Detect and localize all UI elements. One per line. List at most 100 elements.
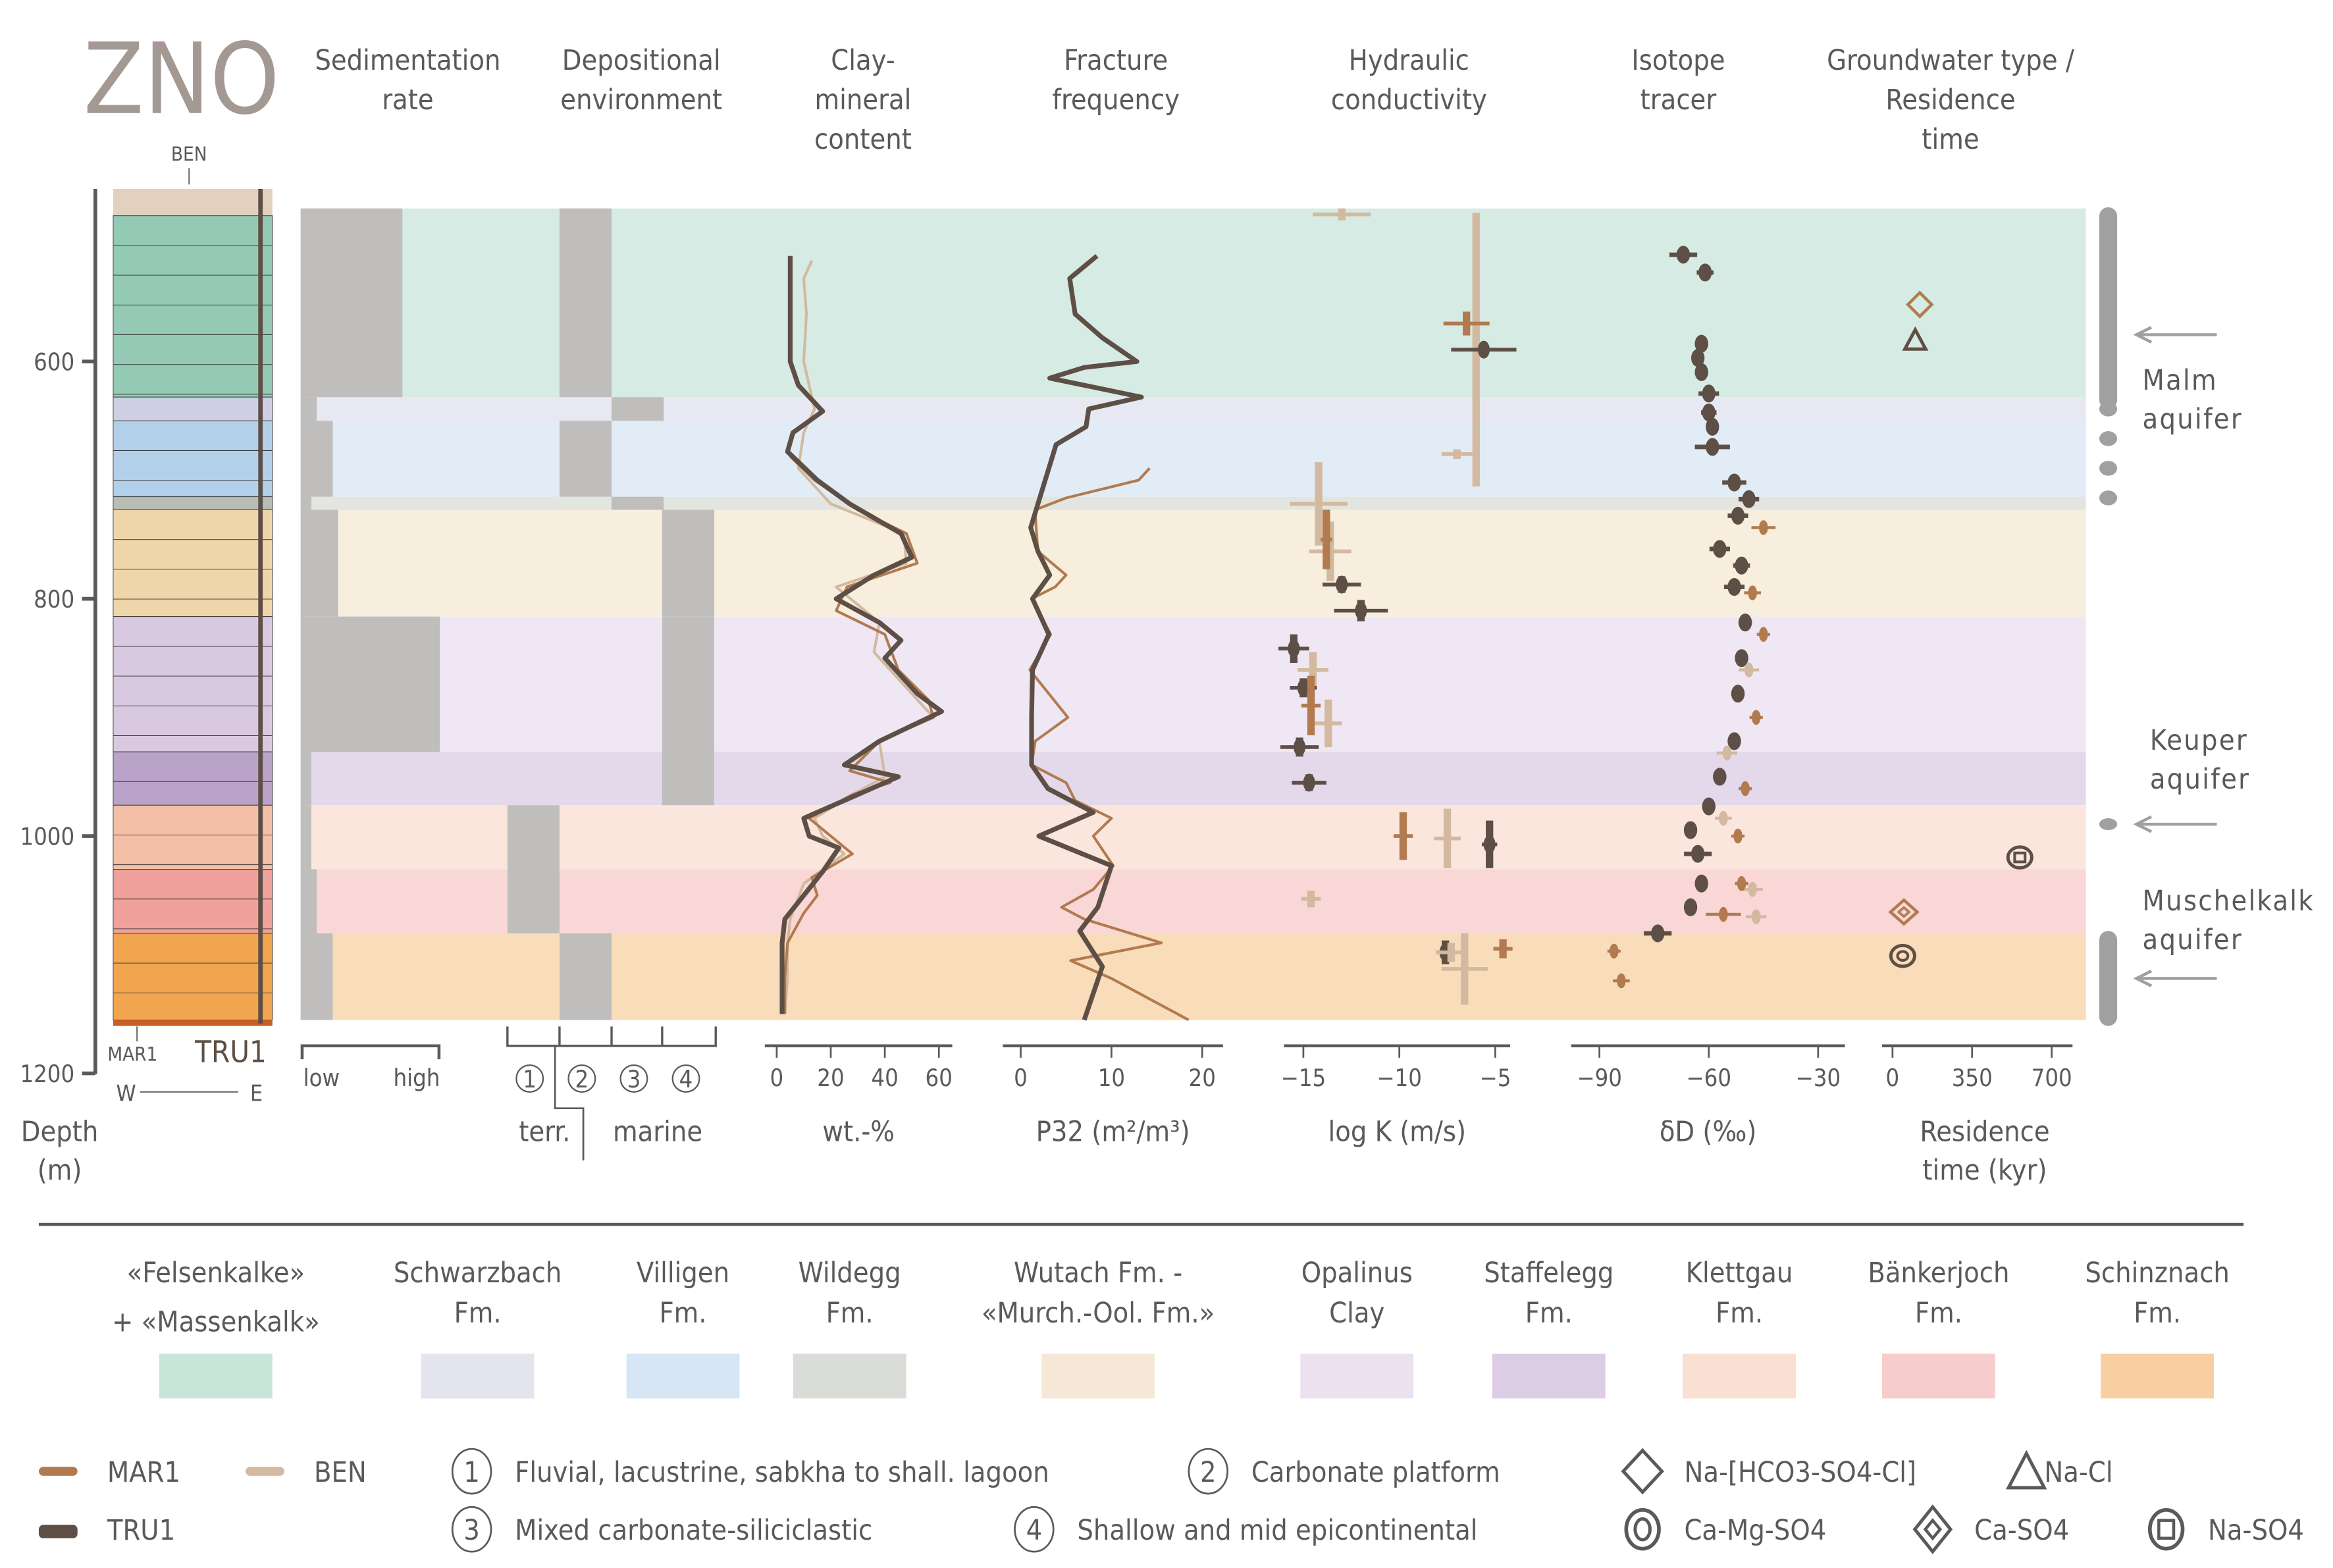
well-legend-swatch: [38, 1525, 78, 1538]
water-type-legend-label: Na-Cl: [2044, 1456, 2112, 1489]
sed-rate-bar: [300, 933, 333, 1020]
iso-point: [1713, 540, 1727, 558]
iso-point: [1683, 898, 1698, 916]
water-type-legend-diamond: [1621, 1448, 1664, 1495]
formation-legend-label: Fm.: [1716, 1297, 1763, 1330]
profile-lines: [779, 253, 1190, 1022]
sed-rate-bar: [300, 616, 440, 752]
dep-env-bar: [559, 933, 612, 1020]
diamond-icon: [1621, 1448, 1664, 1495]
hk-point: [1483, 835, 1496, 854]
legend: «Felsenkalke» + «Massenkalk» Schwarzbach Fm…: [38, 1257, 2304, 1555]
environment-label: Fluvial, lacustrine, sabkha to shall. la…: [515, 1456, 1049, 1489]
well-legend-label: TRU1: [107, 1514, 175, 1547]
environment-number-circle: [1188, 1448, 1229, 1495]
environment-number: 1: [463, 1456, 480, 1489]
sed-rate-bar: [300, 208, 403, 398]
circle-square-inner: [2157, 1519, 2176, 1540]
formation-legend-label: Clay: [1329, 1297, 1384, 1330]
dep-env-number: 2: [575, 1065, 589, 1093]
sed-rate-bar: [300, 397, 317, 421]
terr-label: terr.: [519, 1115, 570, 1148]
column-header-clay: mineral: [815, 84, 912, 117]
formation-legend-swatch: [1041, 1353, 1155, 1399]
dep-env-bar: [559, 421, 612, 497]
hk-point: [1288, 639, 1300, 658]
iso-point: [1751, 909, 1761, 924]
iso-point: [1751, 710, 1761, 725]
terr-marine-divider: [554, 1045, 585, 1161]
dep-env-number-circle: [671, 1064, 700, 1093]
formation-band: [300, 805, 2086, 870]
environment-label: Shallow and mid epicontinental: [1077, 1514, 1477, 1547]
frac-tick-label: 0: [1014, 1064, 1028, 1092]
hk-point: [1355, 602, 1367, 620]
iso-point: [1737, 875, 1746, 891]
iso-point: [1713, 768, 1727, 786]
dep-env-bar: [559, 208, 612, 398]
aquifer-interval-bar: [2099, 931, 2118, 1026]
column-header-iso: Isotope: [1631, 44, 1725, 77]
iso-point: [1694, 363, 1708, 381]
hydraulic-conductivity-points: [1278, 208, 1517, 1005]
clay-tick-label: 60: [926, 1064, 953, 1092]
column-header-hk: conductivity: [1331, 84, 1487, 117]
formation-legend-swatch: [1492, 1353, 1606, 1399]
environment-number: 2: [1200, 1456, 1217, 1489]
gw-symbol-na-cl: [1902, 326, 1929, 351]
east-label: E: [250, 1080, 263, 1106]
depositional-environment-column: [507, 208, 714, 1020]
formation-legend-label: Klettgau: [1686, 1257, 1793, 1290]
iso-point: [1731, 685, 1745, 703]
lithology-unit: [113, 751, 273, 806]
iso-point: [1738, 614, 1752, 632]
iso-point: [1731, 506, 1745, 525]
well-legend-label: MAR1: [107, 1456, 180, 1489]
iso-point: [1744, 662, 1754, 678]
formation-legend-label: Opalinus: [1301, 1257, 1413, 1290]
environment-number-circle: [1014, 1505, 1055, 1553]
lithology-unit: [113, 869, 273, 934]
iso-point: [1727, 578, 1741, 596]
dep-env-number-circle: [515, 1064, 544, 1093]
sed-rate-bar: [300, 421, 333, 497]
water-type-legend-label: Na-[HCO3-SO4-Cl]: [1684, 1456, 1916, 1489]
environment-number-circle: [451, 1505, 492, 1553]
lithology-unit: [113, 396, 273, 421]
environment-number: 3: [463, 1514, 480, 1547]
water-type-legend-double-diamond: [1912, 1504, 1953, 1555]
sed-axis: [300, 1044, 441, 1060]
mar1-label: MAR1: [107, 1043, 157, 1065]
formation-legend-label: Staffelegg: [1484, 1257, 1613, 1290]
well-legend-label: BEN: [314, 1456, 367, 1489]
iso-point: [1706, 417, 1719, 436]
tru1-label: TRU1: [194, 1035, 267, 1070]
iso-point: [1727, 473, 1741, 492]
clay-tick-label: 20: [817, 1064, 844, 1092]
formation-band: [300, 397, 2086, 421]
depth-axis-label: Depth: [21, 1115, 99, 1148]
frac-tick-label: 10: [1098, 1064, 1125, 1092]
formation-legend-label: Fm.: [1915, 1297, 1962, 1330]
dep-env-number-circle: [619, 1064, 648, 1093]
formation-legend-swatch: [1882, 1353, 1995, 1399]
iso-tick-label: −60: [1686, 1064, 1731, 1092]
formation-legend-swatch: [159, 1353, 273, 1399]
iso-point: [1702, 384, 1716, 403]
double-circle-icon: [1889, 943, 1916, 968]
water-type-legend-label: Ca-SO4: [1974, 1514, 2069, 1547]
iso-point: [1702, 797, 1716, 816]
environment-label: Carbonate platform: [1251, 1456, 1500, 1489]
formation-legend-label: Fm.: [1525, 1297, 1573, 1330]
iso-point: [1719, 906, 1728, 922]
iso-tick-label: −30: [1796, 1064, 1841, 1092]
aquifer-markers: Malm aquifer Keuper aquifer Muschelkalk aquif…: [2099, 207, 2313, 1026]
depth-tick-label: 1000: [20, 823, 74, 851]
formation-legend-swatch: [793, 1353, 906, 1399]
iso-tick-label: −90: [1577, 1064, 1622, 1092]
formation-legend-label: Villigen: [637, 1257, 729, 1290]
aquifer-label: aquifer: [2150, 763, 2250, 796]
water-type-legend-double-circle: [1624, 1508, 1661, 1551]
water-type-legend-triangle: [2006, 1450, 2047, 1490]
